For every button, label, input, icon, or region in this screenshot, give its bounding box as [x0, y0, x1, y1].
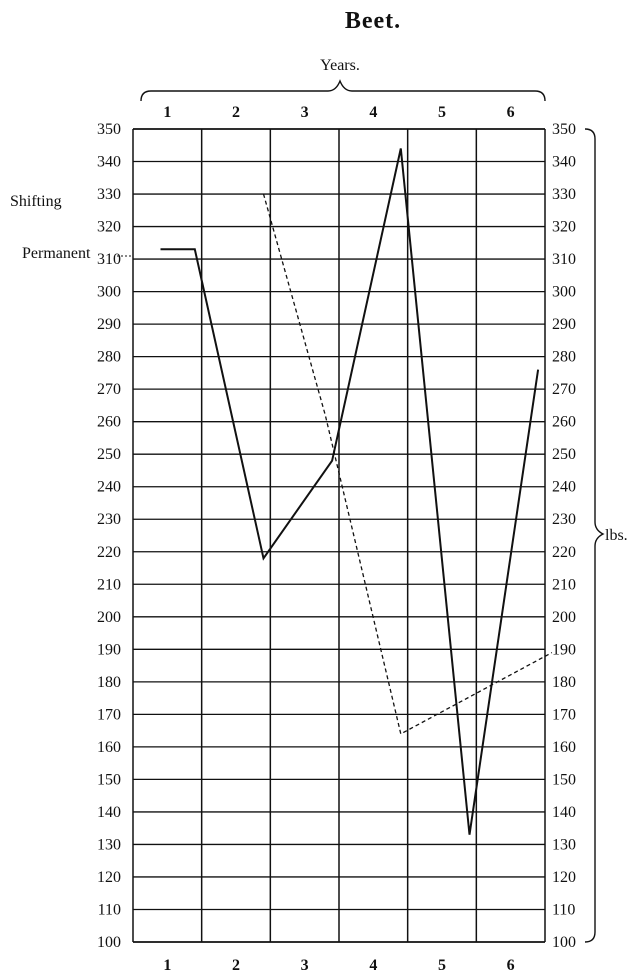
y-tick-label-left: 130: [97, 836, 121, 853]
x-tick-label-bottom: 5: [438, 957, 446, 974]
y-tick-label-left: 210: [97, 576, 121, 593]
y-tick-label-left: 340: [97, 154, 121, 171]
x-tick-label-bottom: 2: [232, 957, 240, 974]
y-tick-label-right: 260: [552, 414, 576, 431]
x-tick-label-top: 6: [507, 104, 515, 121]
y-tick-label-right: 350: [552, 121, 576, 138]
y-tick-label-left: 180: [97, 674, 121, 691]
y-tick-label-right: 340: [552, 154, 576, 171]
y-tick-label-right: 180: [552, 674, 576, 691]
y-tick-label-left: 250: [97, 446, 121, 463]
y-tick-label-right: 170: [552, 706, 576, 723]
x-tick-label-bottom: 4: [369, 957, 377, 974]
y-tick-label-right: 240: [552, 479, 576, 496]
y-tick-label-left: 270: [97, 381, 121, 398]
y-tick-labels-right: 350 340 330 320 310 300 290 280 270 260 250 240 230 2…: [552, 121, 576, 951]
y-tick-label-left: 150: [97, 771, 121, 788]
x-tick-labels-top: 1 2 3 4 5 6: [163, 104, 514, 121]
y-tick-label-right: 280: [552, 349, 576, 366]
series-label-shifting: Shifting: [10, 193, 62, 210]
y-tick-label-right: 140: [552, 804, 576, 821]
x-tick-label-top: 5: [438, 104, 446, 121]
y-tick-label-right: 160: [552, 739, 576, 756]
y-tick-label-left: 120: [97, 869, 121, 886]
series-line-permanent: [160, 148, 540, 835]
y-tick-label-left: 310: [97, 251, 121, 268]
y-tick-label-right: 210: [552, 576, 576, 593]
y-tick-label-left: 170: [97, 706, 121, 723]
y-tick-label-left: 160: [97, 739, 121, 756]
x-tick-label-bottom: 6: [507, 957, 515, 974]
y-tick-label-left: 300: [97, 284, 121, 301]
x-tick-label-top: 4: [369, 104, 377, 121]
y-tick-label-right: 110: [552, 901, 575, 918]
years-brace: [140, 79, 546, 102]
y-tick-label-left: 350: [97, 121, 121, 138]
y-tick-labels-left: 350 340 330 320 310 300 290 280 270 260 250 240 230 2…: [97, 121, 121, 951]
y-tick-label-right: 250: [552, 446, 576, 463]
y-tick-label-right: 150: [552, 771, 576, 788]
y-tick-label-right: 230: [552, 511, 576, 528]
y-tick-label-left: 240: [97, 479, 121, 496]
x-tick-label-top: 2: [232, 104, 240, 121]
y-tick-label-left: 200: [97, 609, 121, 626]
y-tick-label-right: 300: [552, 284, 576, 301]
y-tick-label-right: 290: [552, 316, 576, 333]
y-tick-label-left: 220: [97, 544, 121, 561]
x-tick-label-bottom: 3: [301, 957, 309, 974]
lbs-brace: [584, 128, 605, 943]
y-tick-label-left: 330: [97, 186, 121, 203]
series-label-permanent: Permanent: [22, 245, 91, 262]
y-tick-label-left: 230: [97, 511, 121, 528]
y-tick-label-right: 120: [552, 869, 576, 886]
y-tick-label-right: 200: [552, 609, 576, 626]
y-tick-label-right: 330: [552, 186, 576, 203]
y-axis-label: lbs.: [605, 527, 628, 544]
y-tick-label-right: 270: [552, 381, 576, 398]
y-tick-label-right: 310: [552, 251, 576, 268]
x-tick-label-bottom: 1: [163, 957, 171, 974]
y-tick-label-left: 110: [98, 901, 121, 918]
y-tick-label-left: 290: [97, 316, 121, 333]
series-line-shifting: [262, 193, 553, 735]
x-tick-label-top: 3: [301, 104, 309, 121]
y-tick-label-right: 320: [552, 219, 576, 236]
chart-title: Beet.: [345, 8, 401, 34]
y-tick-label-left: 100: [97, 934, 121, 951]
y-tick-label-right: 130: [552, 836, 576, 853]
y-tick-label-left: 280: [97, 349, 121, 366]
x-tick-label-top: 1: [163, 104, 171, 121]
y-tick-label-right: 190: [552, 641, 576, 658]
x-tick-labels-bottom: 1 2 3 4 5 6: [163, 957, 514, 974]
x-axis-label: Years.: [320, 57, 360, 74]
y-tick-label-left: 260: [97, 414, 121, 431]
y-tick-label-right: 100: [552, 934, 576, 951]
y-tick-label-left: 190: [97, 641, 121, 658]
y-tick-label-left: 140: [97, 804, 121, 821]
data-series: [160, 148, 553, 835]
y-tick-label-right: 220: [552, 544, 576, 561]
chart-grid: [132, 128, 546, 943]
y-tick-label-left: 320: [97, 219, 121, 236]
